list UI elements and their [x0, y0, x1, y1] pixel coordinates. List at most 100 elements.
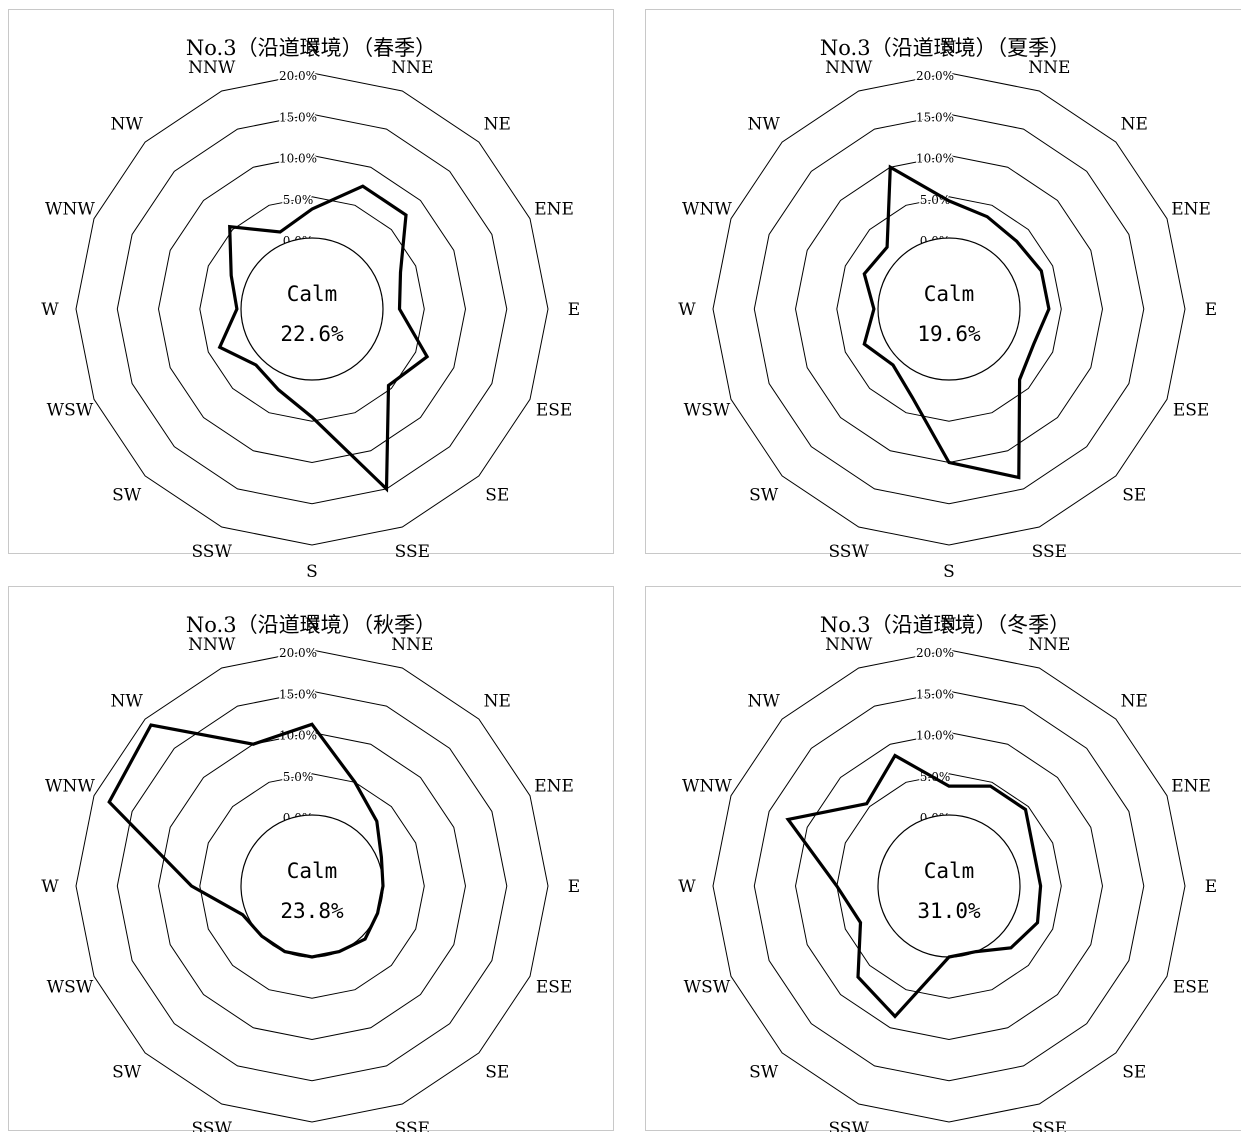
calm-value: 22.6%: [280, 322, 344, 346]
direction-label-s: S: [306, 562, 318, 582]
chart-title: No.3（沿道環境）（夏季）: [819, 36, 1071, 60]
ring-label: 5.0%: [283, 193, 314, 207]
direction-label-e: E: [1205, 877, 1217, 897]
wind-rose-panel-autumn: No.3（沿道環境）（秋季） 0.0%5.0%10.0%15.0%20.0%NN…: [8, 586, 614, 1132]
direction-label-ne: NE: [1121, 115, 1148, 135]
calm-circle: [877, 814, 1021, 958]
grid-ring: [116, 113, 508, 505]
wind-frequency-series: [107, 722, 385, 959]
direction-label-nw: NW: [748, 692, 781, 712]
calm-label: Calm: [287, 859, 338, 883]
ring-label: 20.0%: [279, 69, 317, 83]
direction-label-nw: NW: [748, 115, 781, 135]
direction-label-ene: ENE: [1171, 777, 1211, 797]
direction-label-wsw: WSW: [47, 977, 94, 997]
grid-ring: [199, 196, 425, 422]
wind-rose-winter: 0.0%5.0%10.0%15.0%20.0%NNNENEENEEESESESS…: [678, 615, 1217, 1132]
calm-label: Calm: [924, 859, 975, 883]
direction-label-n: N: [305, 615, 320, 635]
direction-label-se: SE: [485, 485, 509, 505]
direction-label-ene: ENE: [1171, 200, 1211, 220]
direction-label-se: SE: [1122, 1062, 1146, 1082]
direction-label-w: W: [41, 300, 59, 320]
ring-label: 10.0%: [916, 729, 954, 743]
direction-label-nne: NNE: [1028, 58, 1070, 78]
calm-label: Calm: [287, 282, 338, 306]
ring-label: 15.0%: [916, 110, 954, 124]
wind-rose-summer: 0.0%5.0%10.0%15.0%20.0%NNNENEENEEESESESS…: [678, 38, 1217, 582]
ring-label: 20.0%: [279, 646, 317, 660]
wind-frequency-series: [862, 164, 1051, 480]
direction-label-nw: NW: [111, 692, 144, 712]
direction-label-n: N: [942, 615, 957, 635]
direction-label-n: N: [305, 38, 320, 58]
direction-label-nne: NNE: [391, 635, 433, 655]
ring-label: 15.0%: [916, 687, 954, 701]
direction-label-ne: NE: [484, 692, 511, 712]
direction-label-sse: SSE: [1032, 1119, 1067, 1132]
direction-label-ese: ESE: [1173, 400, 1209, 420]
ring-label: 15.0%: [279, 110, 317, 124]
direction-label-ese: ESE: [536, 400, 572, 420]
direction-label-e: E: [568, 300, 580, 320]
direction-label-w: W: [678, 300, 696, 320]
direction-label-ese: ESE: [536, 977, 572, 997]
wind-rose-autumn: 0.0%5.0%10.0%15.0%20.0%NNNENEENEEESESESS…: [41, 615, 580, 1132]
grid-ring: [836, 773, 1062, 999]
grid-ring: [836, 196, 1062, 422]
grid-ring: [116, 690, 508, 1082]
calm-value: 19.6%: [917, 322, 981, 346]
direction-label-nne: NNE: [391, 58, 433, 78]
grid-ring: [712, 649, 1186, 1123]
direction-label-wnw: WNW: [682, 200, 732, 220]
direction-label-sw: SW: [749, 1062, 779, 1082]
chart-title: No.3（沿道環境）（冬季）: [819, 613, 1071, 637]
grid-ring: [157, 154, 467, 464]
direction-label-nw: NW: [111, 115, 144, 135]
ring-label: 20.0%: [916, 69, 954, 83]
grid-ring: [753, 113, 1145, 505]
direction-label-wsw: WSW: [684, 400, 731, 420]
direction-label-nnw: NNW: [188, 58, 236, 78]
direction-label-w: W: [678, 877, 696, 897]
direction-label-n: N: [942, 38, 957, 58]
direction-label-ene: ENE: [534, 777, 574, 797]
direction-label-ese: ESE: [1173, 977, 1209, 997]
direction-label-ne: NE: [1121, 692, 1148, 712]
wind-rose-panel-spring: No.3（沿道環境）（春季） 0.0%5.0%10.0%15.0%20.0%NN…: [8, 9, 614, 582]
calm-value: 23.8%: [280, 899, 344, 923]
direction-label-sse: SSE: [395, 1119, 430, 1132]
direction-label-e: E: [1205, 300, 1217, 320]
wind-rose-spring: 0.0%5.0%10.0%15.0%20.0%NNNENEENEEESESESS…: [41, 38, 580, 582]
grid-ring: [75, 72, 549, 546]
direction-label-sw: SW: [749, 485, 779, 505]
direction-label-wsw: WSW: [684, 977, 731, 997]
calm-circle: [240, 237, 384, 381]
wind-frequency-series: [217, 184, 430, 493]
grid-ring: [712, 72, 1186, 546]
direction-label-ssw: SSW: [828, 1119, 869, 1132]
direction-label-e: E: [568, 877, 580, 897]
grid-ring: [75, 649, 549, 1123]
direction-label-s: S: [943, 562, 955, 582]
direction-label-wsw: WSW: [47, 400, 94, 420]
direction-label-ssw: SSW: [828, 542, 869, 562]
wind-rose-panel-summer: No.3（沿道環境）（夏季） 0.0%5.0%10.0%15.0%20.0%NN…: [645, 9, 1241, 582]
direction-label-wnw: WNW: [45, 777, 95, 797]
direction-label-wnw: WNW: [45, 200, 95, 220]
direction-label-wnw: WNW: [682, 777, 732, 797]
wind-rose-panel-winter: No.3（沿道環境）（冬季） 0.0%5.0%10.0%15.0%20.0%NN…: [645, 586, 1241, 1132]
direction-label-ne: NE: [484, 115, 511, 135]
direction-label-sse: SSE: [395, 542, 430, 562]
wind-frequency-series: [785, 753, 1043, 1019]
ring-label: 5.0%: [283, 770, 314, 784]
calm-value: 31.0%: [917, 899, 981, 923]
grid-ring: [753, 690, 1145, 1082]
ring-label: 10.0%: [916, 152, 954, 166]
ring-label: 20.0%: [916, 646, 954, 660]
direction-label-w: W: [41, 877, 59, 897]
grid-ring: [199, 773, 425, 999]
direction-label-nnw: NNW: [825, 58, 873, 78]
direction-label-nnw: NNW: [825, 635, 873, 655]
direction-label-ene: ENE: [534, 200, 574, 220]
